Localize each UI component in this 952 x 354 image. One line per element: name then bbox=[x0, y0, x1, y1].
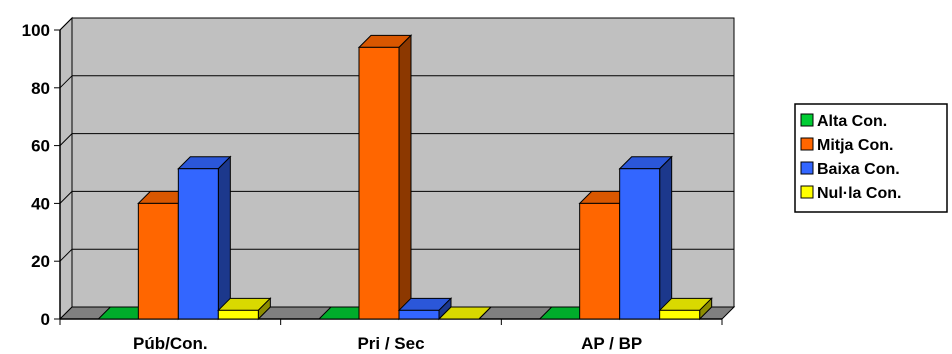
y-tick-label: 100 bbox=[22, 21, 50, 40]
legend-box bbox=[794, 103, 948, 213]
legend-swatch bbox=[800, 185, 814, 199]
legend-label: Nul·la Con. bbox=[817, 185, 901, 202]
bar bbox=[358, 46, 400, 320]
plot-area: 0 20 40 60 80 100 Púb/Con. Pri / Sec AP / BP bbox=[22, 16, 736, 353]
bar bbox=[217, 309, 259, 320]
y-tick-label: 0 bbox=[41, 310, 50, 329]
x-tick-label: AP / BP bbox=[581, 334, 642, 353]
legend-label: Baixa Con. bbox=[817, 161, 900, 178]
bar bbox=[398, 309, 440, 320]
bar bbox=[619, 168, 661, 320]
x-tick-label: Púb/Con. bbox=[133, 334, 208, 353]
legend: Alta Con. Mitja Con. Baixa Con. Nul·la Con. bbox=[794, 103, 948, 213]
legend-label: Alta Con. bbox=[817, 113, 887, 130]
legend-swatch bbox=[800, 113, 814, 127]
bar-side bbox=[478, 306, 492, 320]
gridline-side bbox=[59, 133, 73, 146]
y-tick-label: 40 bbox=[31, 194, 50, 213]
y-tick-label: 80 bbox=[31, 79, 50, 98]
x-tick-label: Pri / Sec bbox=[357, 334, 424, 353]
bar-side bbox=[398, 34, 412, 321]
gridline-side bbox=[59, 248, 73, 262]
legend-label: Mitja Con. bbox=[817, 137, 893, 154]
bar bbox=[659, 309, 701, 320]
bar-side bbox=[659, 155, 673, 321]
y-tick-label: 60 bbox=[31, 137, 50, 156]
legend-swatch bbox=[800, 161, 814, 175]
bar bbox=[177, 168, 219, 320]
gridline-side bbox=[59, 17, 73, 31]
gridline-side bbox=[59, 191, 73, 204]
gridline-side bbox=[59, 75, 73, 89]
legend-swatch bbox=[800, 137, 814, 151]
y-tick-label: 20 bbox=[31, 252, 50, 271]
bar-side bbox=[217, 155, 231, 321]
bar bbox=[137, 202, 179, 320]
chart-side-wall bbox=[59, 16, 73, 321]
bar bbox=[579, 202, 621, 320]
